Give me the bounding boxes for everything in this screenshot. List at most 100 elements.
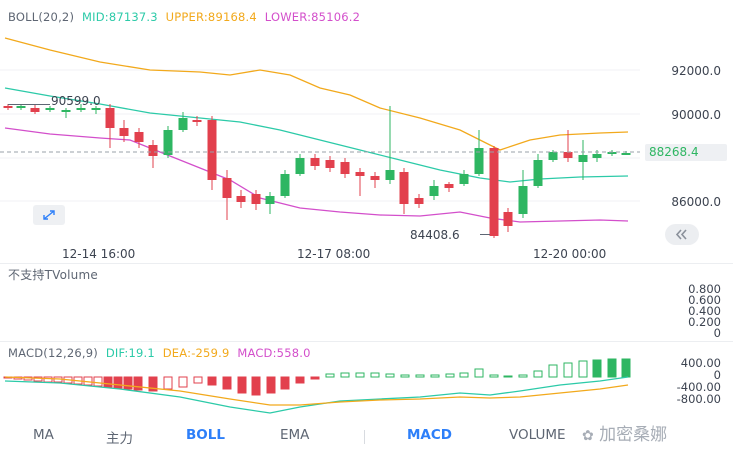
candle-body (30, 108, 40, 112)
tab-boll[interactable]: BOLL (186, 427, 225, 443)
volume-tick: 0.800 (688, 282, 721, 296)
candle-body (355, 172, 365, 176)
macd-bar (43, 376, 53, 383)
candle-body (280, 174, 290, 196)
volume-tick: 0.400 (688, 304, 721, 318)
candle-body (607, 152, 617, 154)
candle-body (340, 162, 350, 174)
macd-bar (474, 368, 484, 378)
macd-bar (251, 376, 261, 396)
candle-body (592, 154, 602, 158)
watermark-logo-icon: ✿ (582, 428, 594, 444)
macd-bar (113, 376, 123, 389)
macd-bar (193, 376, 203, 384)
macd-dif-line (4, 376, 629, 414)
current-price-tag: 88268.4 (645, 144, 727, 161)
volume-label: 不支持TVolume (8, 268, 98, 282)
candle-body (429, 186, 439, 196)
tab-macd[interactable]: MACD (407, 427, 452, 443)
candle-body (16, 106, 26, 108)
macd-tick: -800.00 (676, 392, 721, 406)
macd-bar (325, 373, 335, 378)
tab-ema[interactable]: EMA (280, 427, 310, 443)
macd-bar (266, 376, 276, 394)
macd-bar (222, 376, 232, 390)
candle-body (61, 110, 71, 112)
macd-bar (518, 374, 528, 378)
macd-bar (415, 374, 425, 378)
macd-bar (578, 360, 588, 378)
candle-body (222, 178, 232, 198)
candle-body (399, 172, 409, 204)
macd-bar (385, 373, 395, 378)
candle-body (119, 128, 129, 136)
candle-body (91, 108, 101, 110)
candle-body (265, 196, 275, 204)
low-price-label: 84408.6 (410, 228, 460, 242)
macd-bar (445, 373, 455, 378)
candle-body (385, 170, 395, 180)
candle-body (370, 176, 380, 180)
scroll-to-latest-button[interactable] (665, 224, 699, 245)
macd-name: MACD(12,26,9) (8, 346, 98, 360)
macd-chart[interactable] (0, 355, 733, 421)
tab-main-force[interactable]: 主力 (106, 431, 133, 447)
macd-bar (355, 372, 365, 378)
macd-bar (400, 374, 410, 378)
macd-bar (489, 374, 499, 378)
macd-bar (503, 375, 513, 378)
candle-body (105, 108, 115, 128)
macd-bar (103, 376, 113, 388)
macd-bar (207, 376, 217, 386)
macd-histogram (3, 358, 631, 396)
macd-tick: 0 (713, 368, 721, 382)
candle-body (518, 186, 528, 214)
expand-icon[interactable] (33, 205, 65, 225)
time-tick-3: 12-20 00:00 (533, 247, 607, 261)
volume-tick: 0 (713, 326, 721, 340)
macd-bar (430, 374, 440, 378)
candle-body (76, 108, 86, 110)
macd-dea-line (4, 376, 629, 406)
high-marker-line (8, 104, 50, 105)
candles (3, 104, 631, 238)
candle-body (192, 120, 202, 122)
boll-upper-value: UPPER:89168.4 (165, 10, 257, 24)
macd-bar (123, 376, 133, 390)
watermark: ✿ 加密桑娜 (582, 425, 668, 445)
candle-body (503, 212, 513, 226)
boll-mid-line (4, 87, 629, 183)
macd-bar (280, 376, 290, 390)
macd-bar (563, 362, 573, 378)
macd-legend: MACD(12,26,9) DIF:19.1 DEA:-259.9 MACD:5… (8, 346, 311, 360)
indicator-tabs: MA 主力 BOLL EMA MACD VOLUME (0, 422, 733, 457)
macd-bar (93, 376, 103, 387)
divider (0, 263, 733, 264)
candle-body (444, 184, 454, 188)
low-marker-line (480, 234, 490, 235)
macd-bar (533, 370, 543, 378)
price-tick-92000: 92000.0 (671, 64, 721, 78)
candlestick-chart[interactable] (0, 0, 733, 260)
candle-body (3, 106, 13, 108)
volume-tick: 0.600 (688, 293, 721, 307)
time-tick-2: 12-17 08:00 (297, 247, 371, 261)
tab-ma[interactable]: MA (33, 427, 54, 443)
candle-body (563, 152, 573, 158)
macd-bar (33, 376, 43, 382)
macd-bar (607, 358, 617, 378)
candle-body (578, 155, 588, 162)
divider (0, 341, 733, 342)
candle-body (178, 118, 188, 130)
candle-body (474, 148, 484, 174)
candle-body (489, 148, 499, 236)
tab-volume[interactable]: VOLUME (509, 427, 566, 443)
candle-body (621, 153, 631, 155)
candle-body (548, 152, 558, 160)
price-tick-86000: 86000.0 (671, 195, 721, 209)
boll-name: BOLL(20,2) (8, 10, 75, 24)
tab-separator (364, 430, 365, 444)
macd-bar (163, 376, 173, 390)
boll-legend: BOLL(20,2) MID:87137.3 UPPER:89168.4 LOW… (8, 10, 360, 24)
macd-bar (370, 372, 380, 378)
